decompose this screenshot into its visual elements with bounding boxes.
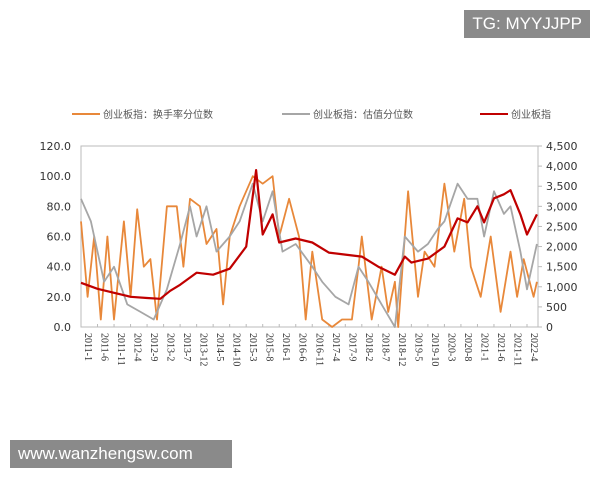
- x-tick-label: 2013-12: [198, 333, 209, 366]
- x-tick-label: 2015-3: [247, 333, 258, 361]
- right-tick-label: 2,000: [546, 241, 578, 254]
- x-tick-label: 2016-11: [313, 333, 324, 366]
- left-tick-label: 0.0: [54, 321, 72, 334]
- series-line-2: [80, 169, 538, 300]
- x-tick-label: 2021-11: [511, 333, 522, 366]
- right-tick-label: 4,000: [546, 160, 578, 173]
- x-tick-label: 2018-7: [379, 333, 390, 361]
- x-tick-label: 2022-4: [528, 333, 539, 361]
- x-tick-label: 2013-7: [181, 333, 192, 361]
- legend-item-index: 创业板指: [480, 106, 551, 121]
- right-tick-label: 0: [546, 321, 553, 334]
- x-tick-label: 2011-11: [115, 333, 126, 366]
- x-tick-label: 2020-3: [445, 333, 456, 361]
- x-tick-label: 2012-9: [148, 333, 159, 361]
- left-tick-label: 40.0: [47, 261, 72, 274]
- x-tick-label: 2018-12: [396, 333, 407, 366]
- x-tick-label: 2013-2: [165, 333, 176, 361]
- x-tick-label: 2019-10: [429, 333, 440, 366]
- x-tick-label: 2014-5: [214, 333, 225, 361]
- legend-swatch: [282, 112, 310, 115]
- x-tick-label: 2016-6: [297, 333, 308, 361]
- legend-label: 创业板指：换手率分位数: [103, 110, 213, 121]
- x-tick-label: 2011-6: [99, 333, 110, 361]
- watermark-bottom: www.wanzhengsw.com: [10, 440, 232, 468]
- x-tick-label: 2021-6: [495, 333, 506, 361]
- legend-swatch: [480, 112, 508, 115]
- x-tick-label: 2011-1: [82, 333, 93, 361]
- right-tick-label: 2,500: [546, 220, 578, 233]
- right-tick-label: 1,500: [546, 261, 578, 274]
- x-tick-label: 2021-1: [478, 333, 489, 361]
- legend-item-valuation: 创业板指：估值分位数: [282, 106, 413, 121]
- right-tick-label: 4,500: [546, 140, 578, 153]
- x-tick-label: 2014-10: [231, 333, 242, 366]
- left-tick-label: 100.0: [40, 170, 72, 183]
- plot-frame: [80, 145, 539, 328]
- left-tick-label: 20.0: [47, 291, 72, 304]
- series-line-1: [80, 182, 538, 328]
- x-tick-label: 2012-4: [132, 333, 143, 361]
- right-tick-label: 3,000: [546, 200, 578, 213]
- x-tick-label: 2019-5: [412, 333, 423, 361]
- right-tick-label: 1,000: [546, 281, 578, 294]
- legend-label: 创业板指：估值分位数: [313, 110, 413, 121]
- legend-label: 创业板指: [511, 110, 551, 121]
- watermark-top: TG: MYYJJPP: [464, 10, 590, 38]
- legend-item-turnover: 创业板指：换手率分位数: [72, 106, 213, 121]
- right-tick-label: 500: [546, 301, 567, 314]
- series-line-0: [80, 175, 538, 328]
- x-tick-label: 2017-4: [330, 333, 341, 361]
- x-tick-label: 2015-8: [264, 333, 275, 361]
- x-tick-label: 2016-1: [280, 333, 291, 361]
- x-tick-label: 2020-8: [462, 333, 473, 361]
- legend-swatch: [72, 112, 100, 115]
- x-tick-label: 2018-2: [363, 333, 374, 361]
- left-tick-label: 80.0: [47, 200, 72, 213]
- left-tick-label: 120.0: [40, 140, 72, 153]
- x-tick-label: 2017-9: [346, 333, 357, 361]
- right-tick-label: 3,500: [546, 180, 578, 193]
- left-tick-label: 60.0: [47, 231, 72, 244]
